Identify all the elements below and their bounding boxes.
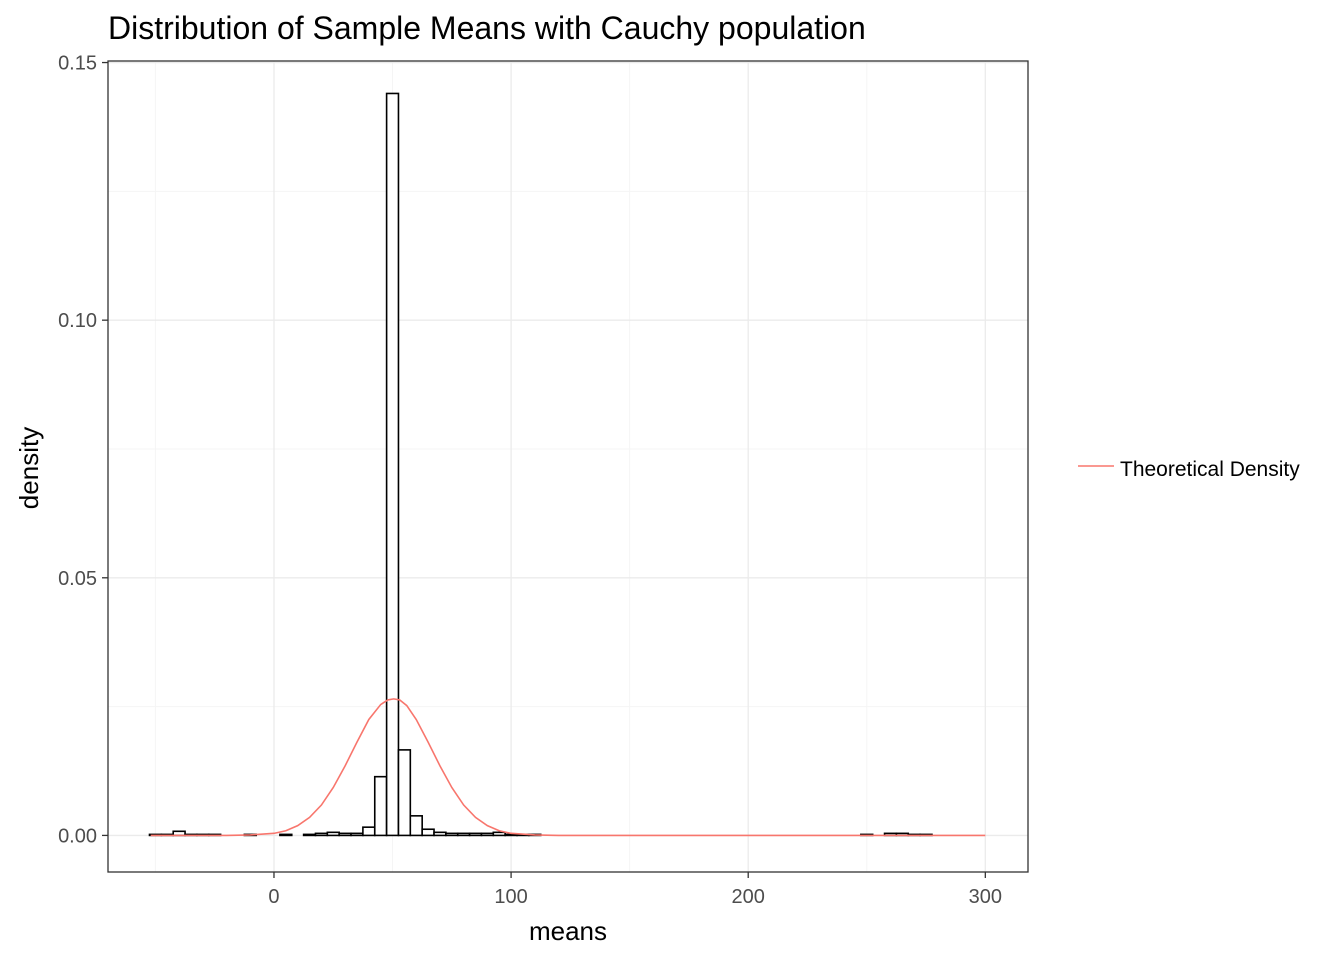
histogram-bar (338, 832, 352, 837)
histogram-bar (492, 831, 506, 837)
histogram-bar (362, 826, 376, 837)
x-tick-label: 200 (732, 886, 765, 908)
y-tick-label: 0.00 (58, 825, 97, 847)
histogram-bar (421, 828, 435, 837)
grid-lines (108, 61, 1028, 872)
histogram-bar (504, 833, 518, 837)
histogram-bar (445, 832, 459, 837)
histogram-bar (326, 831, 340, 837)
x-tick-label: 100 (494, 886, 527, 908)
histogram-bar (385, 92, 400, 837)
legend: Theoretical Density (1078, 458, 1300, 481)
y-tick-label: 0.10 (58, 310, 97, 332)
histogram-bar (456, 832, 471, 837)
histogram-bar (373, 775, 388, 837)
chart-title: Distribution of Sample Means with Cauchy… (108, 10, 866, 46)
legend-label-theoretical-density: Theoretical Density (1120, 458, 1300, 481)
x-tick-label: 0 (268, 886, 279, 908)
density-curve-theoretical (150, 698, 986, 837)
histogram-bar (480, 832, 495, 837)
panel-border (107, 60, 1029, 873)
y-axis-title: density (14, 427, 44, 509)
histogram-bar (433, 831, 447, 837)
y-tick-label: 0.15 (58, 53, 97, 75)
x-tick-label: 300 (969, 886, 1002, 908)
histogram-bar (302, 833, 317, 837)
histogram-bars (148, 92, 933, 837)
histogram-bar (314, 832, 329, 837)
y-tick-label: 0.05 (58, 568, 97, 590)
density-curve-layer (150, 698, 986, 837)
histogram-bar (397, 749, 412, 837)
histogram-bar (279, 833, 293, 837)
histogram-bar (468, 832, 483, 837)
histogram-bar (409, 815, 423, 837)
axes: 0 100 200 300 0.00 0.05 0.10 0.15 (58, 53, 1002, 908)
x-axis-title: means (529, 916, 607, 946)
histogram-bar (350, 832, 364, 837)
